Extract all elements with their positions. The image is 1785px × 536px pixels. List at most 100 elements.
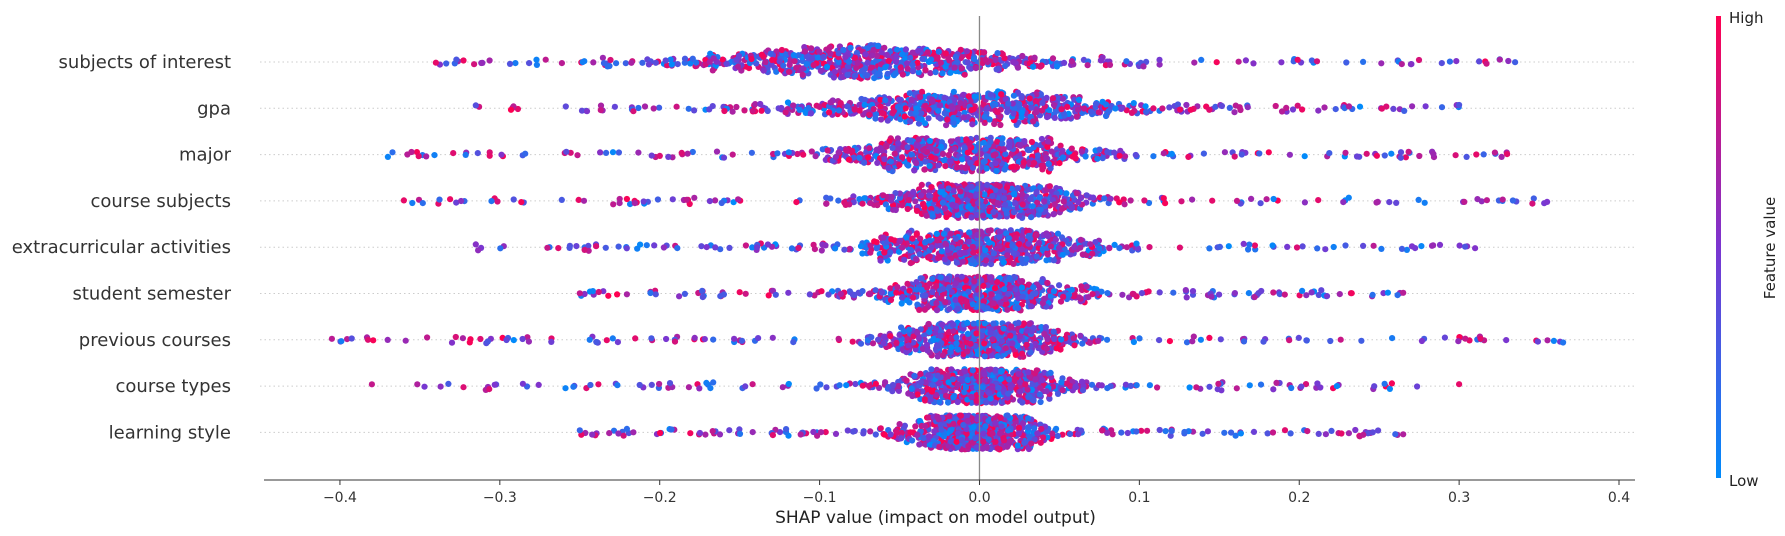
shap-point	[1000, 259, 1007, 266]
shap-point	[932, 69, 939, 76]
shap-point	[389, 149, 396, 156]
shap-point	[799, 71, 806, 78]
shap-point	[1393, 199, 1400, 206]
shap-point	[899, 51, 906, 58]
shap-point	[965, 288, 972, 295]
shap-point	[835, 335, 842, 342]
shap-point	[849, 338, 856, 345]
shap-point	[1112, 105, 1119, 112]
shap-point	[967, 192, 974, 199]
shap-point	[1190, 333, 1197, 340]
shap-point	[1496, 56, 1503, 63]
shap-point	[990, 152, 997, 159]
shap-point	[542, 56, 549, 63]
shap-point	[1007, 227, 1014, 234]
shap-point	[934, 55, 941, 62]
shap-point	[1301, 153, 1308, 160]
shap-point	[864, 72, 871, 79]
shap-point	[870, 106, 877, 113]
shap-point	[1480, 151, 1487, 158]
shap-point	[701, 336, 708, 343]
shap-point	[1142, 103, 1149, 110]
shap-point	[901, 256, 908, 263]
shap-point	[1476, 58, 1483, 65]
shap-point	[780, 62, 787, 69]
shap-point	[1041, 295, 1048, 302]
shap-point	[488, 198, 495, 205]
shap-point	[1053, 63, 1061, 70]
shap-point	[1056, 282, 1063, 289]
shap-point	[1512, 59, 1519, 66]
shap-point	[925, 115, 932, 122]
shap-point	[994, 50, 1001, 57]
shap-point	[969, 164, 977, 171]
shap-point	[1345, 103, 1353, 110]
shap-point	[767, 50, 774, 57]
shap-point	[865, 154, 872, 161]
shap-point	[1397, 154, 1404, 161]
shap-point	[1073, 190, 1080, 197]
shap-point	[453, 199, 460, 206]
shap-point	[1491, 149, 1498, 156]
shap-point	[706, 58, 713, 65]
shap-point	[512, 60, 519, 67]
shap-point	[1025, 232, 1032, 239]
shap-point	[578, 107, 586, 114]
shap-point	[1294, 102, 1301, 109]
shap-point	[819, 146, 826, 153]
shap-point	[664, 62, 671, 69]
shap-point	[1083, 283, 1090, 290]
shap-point	[915, 136, 922, 143]
shap-point	[1102, 112, 1110, 120]
shap-point	[948, 103, 955, 110]
shap-point	[712, 197, 719, 204]
shap-point	[817, 67, 825, 74]
shap-point	[1363, 150, 1370, 157]
shap-point	[1020, 159, 1027, 166]
shap-point	[910, 188, 917, 195]
shap-point	[823, 63, 831, 70]
shap-point	[892, 190, 899, 197]
shap-point	[959, 156, 966, 163]
shap-point	[790, 339, 797, 346]
shap-point	[941, 94, 948, 101]
shap-point	[968, 183, 975, 190]
shap-point	[856, 196, 863, 203]
shap-point	[921, 120, 929, 127]
shap-point	[987, 274, 994, 281]
shap-point	[1005, 100, 1012, 107]
shap-point	[989, 193, 996, 200]
shap-point	[894, 284, 901, 291]
shap-point	[1388, 150, 1395, 157]
shap-point	[948, 288, 955, 296]
shap-point	[1054, 230, 1062, 237]
shap-point	[1123, 244, 1130, 251]
shap-point	[934, 242, 941, 249]
shap-point	[1250, 60, 1257, 67]
shap-point	[933, 147, 940, 154]
shap-point	[992, 285, 999, 292]
shap-point	[1039, 166, 1046, 173]
shap-point	[478, 59, 485, 67]
shap-point	[762, 59, 769, 66]
shap-point	[832, 153, 840, 161]
shap-point	[1150, 153, 1157, 160]
shap-point	[698, 243, 705, 250]
shap-point	[964, 303, 971, 310]
shap-point	[947, 230, 955, 237]
shap-point	[1332, 106, 1339, 113]
shap-point	[1039, 99, 1046, 106]
shap-point	[1089, 250, 1096, 257]
shap-point	[899, 244, 906, 251]
shap-point	[1010, 58, 1017, 66]
shap-point	[968, 214, 975, 221]
shap-point	[850, 193, 857, 200]
shap-point	[1378, 60, 1385, 67]
shap-point	[963, 155, 970, 162]
shap-point	[952, 296, 959, 303]
shap-point	[769, 334, 776, 341]
shap-point	[656, 152, 663, 159]
shap-point	[1003, 184, 1011, 191]
shap-point	[926, 237, 933, 244]
shap-point	[964, 149, 971, 156]
